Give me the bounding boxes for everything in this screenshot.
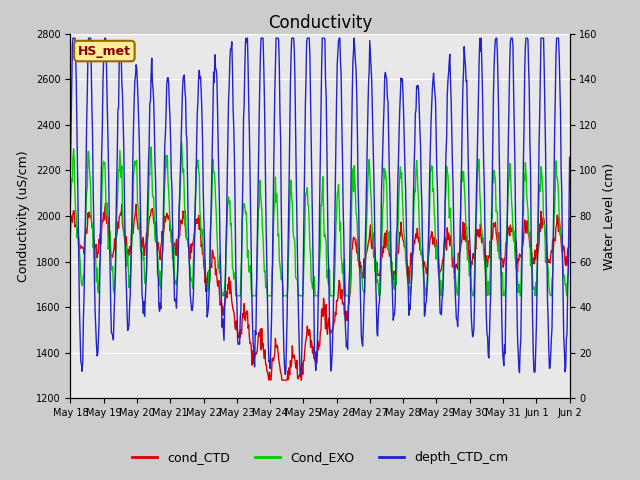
- Y-axis label: Water Level (cm): Water Level (cm): [604, 162, 616, 270]
- Legend: cond_CTD, Cond_EXO, depth_CTD_cm: cond_CTD, Cond_EXO, depth_CTD_cm: [127, 446, 513, 469]
- Y-axis label: Conductivity (uS/cm): Conductivity (uS/cm): [17, 150, 30, 282]
- Text: HS_met: HS_met: [78, 45, 131, 58]
- Title: Conductivity: Conductivity: [268, 14, 372, 32]
